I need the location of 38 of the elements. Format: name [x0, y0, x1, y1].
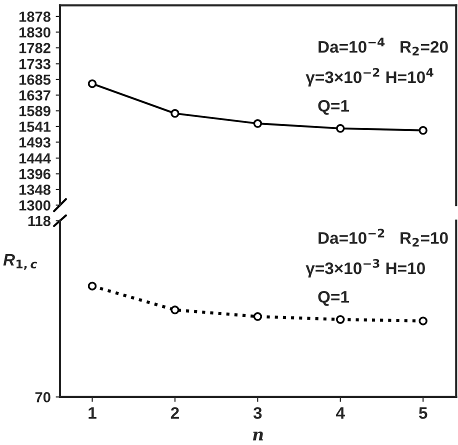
point	[336, 315, 345, 324]
y-tick-label: 118	[28, 216, 51, 226]
y-tick-label: 1782	[19, 42, 50, 54]
point	[170, 109, 180, 118]
x-tick-label: 3	[253, 407, 262, 419]
point	[253, 119, 262, 128]
y-tick-label: 1300	[19, 200, 50, 211]
y-tick-label: 1444	[19, 153, 51, 164]
point	[418, 316, 428, 326]
y-tick-label: 1878	[19, 12, 51, 22]
y-tick-label: 1830	[19, 27, 50, 38]
y-tick-label: 1685	[19, 74, 51, 85]
point	[253, 312, 262, 321]
y-tick-label: 1541	[19, 122, 51, 132]
annotation: γ=3×10$^{−2}$ H=10$^{4}$	[306, 68, 434, 86]
point	[88, 282, 97, 290]
point	[170, 306, 180, 314]
text: Da=10$^{−2}$ R$_{2}$=10	[318, 228, 448, 246]
y-tick-label: 1589	[19, 106, 50, 116]
x-tick-label: 2	[170, 407, 179, 419]
x-tick-label: 4	[336, 407, 345, 419]
y-tick-label: 1493	[19, 137, 50, 148]
y-tick-label: 1637	[19, 90, 50, 101]
annotation: γ=3×10$^{−3}$ H=10	[306, 259, 425, 278]
x-tick-label: 5	[418, 407, 428, 419]
point	[88, 79, 97, 88]
x-axis-title: n	[252, 432, 264, 440]
point	[418, 126, 428, 135]
annotation: Q=1	[318, 291, 350, 306]
annotation: Q=1	[318, 100, 350, 115]
y-tick-label: 1396	[19, 168, 50, 180]
text: Da=10$^{−4}$ R$_{2}$=20	[318, 38, 448, 56]
point	[336, 124, 345, 133]
x-tick-label: 1	[88, 407, 96, 419]
y-tick-label: 1348	[19, 184, 51, 195]
y-tick-label: 1733	[19, 58, 50, 70]
y-axis-title: R$_{1,c}$	[3, 254, 38, 270]
y-tick-label: 70	[35, 392, 50, 402]
